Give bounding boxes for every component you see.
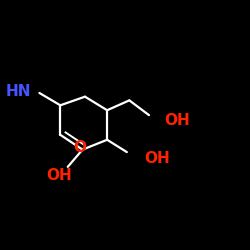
Text: OH: OH: [164, 112, 190, 128]
Text: O: O: [74, 140, 86, 155]
Text: HN: HN: [5, 84, 31, 99]
Text: OH: OH: [46, 168, 72, 183]
Text: OH: OH: [144, 151, 170, 166]
